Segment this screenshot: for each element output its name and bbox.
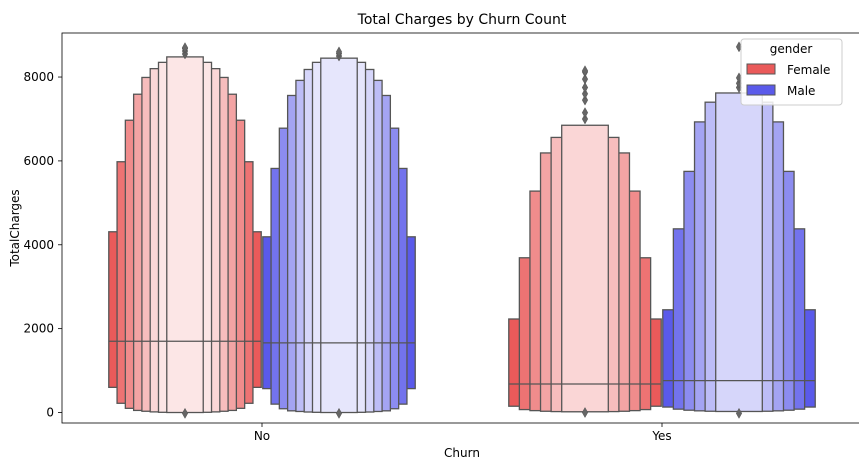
boxen-box-male-yes-5: [716, 93, 763, 412]
y-tick-label: 8000: [23, 70, 54, 84]
chart-title: Total Charges by Churn Count: [357, 12, 567, 28]
plot-area: [109, 42, 815, 419]
boxen-box-male-no-7: [321, 58, 357, 412]
legend: gender Female Male: [741, 39, 842, 105]
outlier-point-female-yes-7: [582, 66, 588, 76]
x-axis-label: Churn: [444, 446, 480, 460]
y-axis: 0 2000 4000 6000 8000: [23, 70, 62, 419]
y-tick-label: 2000: [23, 322, 54, 336]
legend-label-male: Male: [787, 84, 815, 98]
boxen-box-female-yes-5: [562, 125, 609, 412]
outlier-point-female-yes-1: [582, 108, 588, 118]
x-tick-label: Yes: [651, 429, 671, 443]
legend-title: gender: [770, 42, 813, 56]
y-tick-label: 6000: [23, 154, 54, 168]
x-tick-label: No: [254, 429, 270, 443]
x-axis: No Yes: [254, 423, 672, 443]
legend-swatch-male: [747, 85, 775, 95]
y-tick-label: 4000: [23, 238, 54, 252]
legend-swatch-female: [747, 64, 775, 74]
y-tick-label: 0: [46, 406, 54, 420]
legend-label-female: Female: [787, 63, 830, 77]
y-axis-label: TotalCharges: [8, 189, 22, 267]
boxen-box-female-no-7: [167, 57, 203, 413]
